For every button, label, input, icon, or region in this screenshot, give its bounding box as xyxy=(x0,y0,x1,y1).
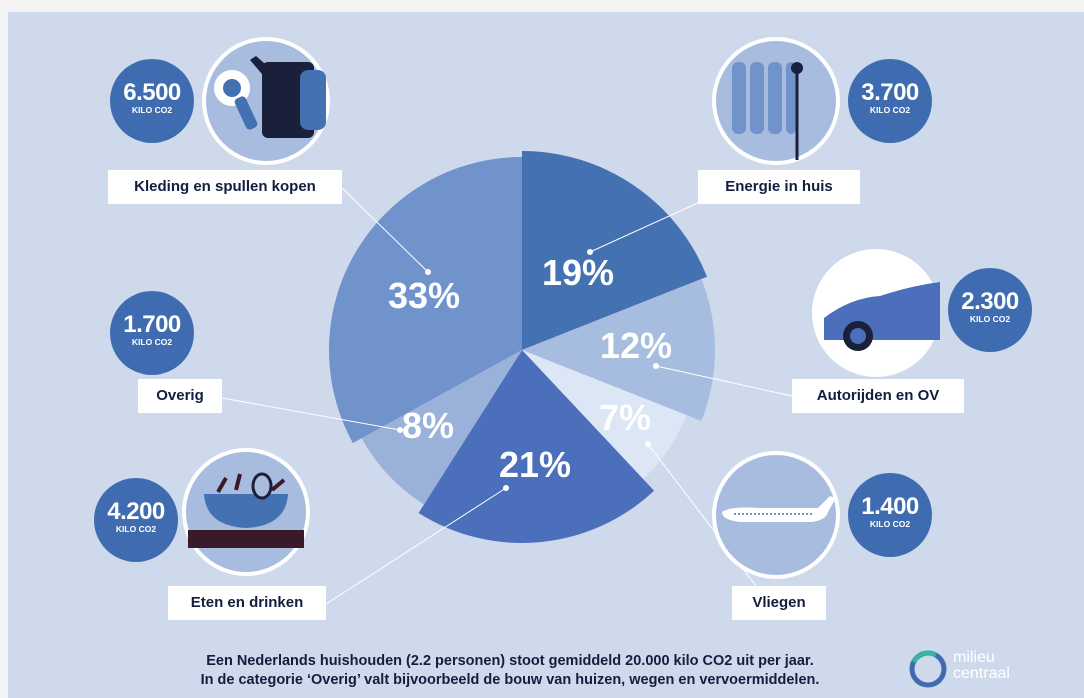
badge-unit: KILO CO2 xyxy=(115,524,157,534)
pie-slices xyxy=(329,151,715,543)
logo-wordmark: milieu centraal xyxy=(953,650,1010,682)
badge-kleding: 6.500 KILO CO2 xyxy=(110,59,194,143)
label-autorijden: Autorijden en OV xyxy=(792,379,964,413)
slice-percent-label: 19% xyxy=(542,252,614,293)
slice-percent-label: 33% xyxy=(388,275,460,316)
leader-lines: 19% 12% 7% 21% 8% 33% xyxy=(221,187,793,605)
badge-value: 1.700 xyxy=(123,311,181,338)
label-eten: Eten en drinken xyxy=(168,586,326,620)
label-vliegen: Vliegen xyxy=(732,586,826,620)
slice-percent-label: 7% xyxy=(599,397,651,438)
radiator-icon xyxy=(712,37,840,165)
airplane-icon xyxy=(712,451,840,579)
slice-percent-label: 21% xyxy=(499,444,571,485)
pie-slice xyxy=(522,278,715,422)
pie-slice xyxy=(361,350,522,505)
slice-percent-label: 12% xyxy=(600,325,672,366)
badge-value: 3.700 xyxy=(861,79,919,106)
footer-note: Een Nederlands huishouden (2.2 personen)… xyxy=(60,652,960,690)
badge-value: 2.300 xyxy=(961,288,1019,315)
leader-line xyxy=(325,487,507,605)
label-energie: Energie in huis xyxy=(698,170,860,204)
leader-dot xyxy=(397,427,403,433)
badge-value: 1.400 xyxy=(861,493,919,520)
badge-autorijden: 2.300 KILO CO2 xyxy=(948,268,1032,352)
label-overig: Overig xyxy=(138,379,222,413)
badge-value: 6.500 xyxy=(123,79,181,106)
food-bowl-icon xyxy=(182,448,310,576)
slice-percent-label: 8% xyxy=(402,405,454,446)
car-icon xyxy=(812,249,940,377)
badge-value: 4.200 xyxy=(107,498,165,525)
leader-dot xyxy=(645,441,651,447)
badge-vliegen: 1.400 KILO CO2 xyxy=(848,473,932,557)
logo-line-1: milieu xyxy=(953,649,995,666)
leader-dot xyxy=(425,269,431,275)
logo-line-2: centraal xyxy=(953,665,1010,682)
leader-line xyxy=(341,187,429,273)
footer-line-2: In de categorie ‘Overig’ valt bijvoorbee… xyxy=(200,672,820,688)
leader-dot xyxy=(503,485,509,491)
label-kleding: Kleding en spullen kopen xyxy=(108,170,342,204)
logo-ring-icon xyxy=(909,650,947,688)
leader-line xyxy=(655,365,793,397)
badge-unit: KILO CO2 xyxy=(869,105,911,115)
pie-slice xyxy=(522,151,708,350)
hairdryer-jacket-icon xyxy=(202,37,330,165)
leader-line xyxy=(221,397,401,431)
badge-unit: KILO CO2 xyxy=(131,337,173,347)
badge-unit: KILO CO2 xyxy=(869,519,911,529)
pie-slice xyxy=(329,157,522,443)
footer-line-1: Een Nederlands huishouden (2.2 personen)… xyxy=(206,653,814,669)
leader-dot xyxy=(587,249,593,255)
pie-slice xyxy=(522,350,687,480)
badge-unit: KILO CO2 xyxy=(131,105,173,115)
badge-eten: 4.200 KILO CO2 xyxy=(94,478,178,562)
badge-unit: KILO CO2 xyxy=(969,314,1011,324)
leader-dot xyxy=(653,363,659,369)
badge-overig: 1.700 KILO CO2 xyxy=(110,291,194,375)
badge-energie: 3.700 KILO CO2 xyxy=(848,59,932,143)
pie-slice xyxy=(418,350,655,543)
